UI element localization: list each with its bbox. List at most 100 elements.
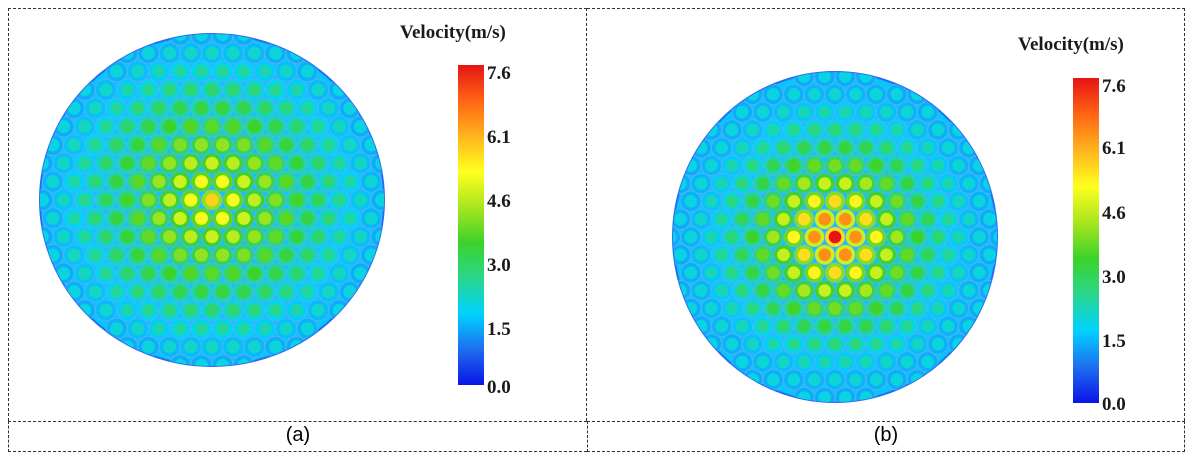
tube-core [931,195,945,208]
tube-core [900,284,914,297]
tube-core [756,248,770,262]
tube-core [797,177,811,190]
tube-core [674,177,687,190]
tube-core [766,159,780,172]
tube-core [163,46,177,60]
tube-core [88,285,102,299]
tube-core [797,391,811,402]
tube-core [332,303,346,317]
colorbar-a-tick-1.5: 1.5 [487,319,511,340]
tube-core [354,267,367,280]
tube-core [152,211,166,225]
tube-core [78,83,92,97]
tube-core [746,337,759,351]
tube-core [674,284,687,297]
tube-core [849,123,862,137]
tube-core [46,248,60,262]
tube-core [184,303,198,317]
tube-core [343,248,357,262]
tube-core [818,319,831,333]
tube-core [173,175,187,189]
tube-core [322,248,336,262]
tube-core [684,195,698,208]
tube-core [715,319,728,333]
tube-core [777,319,790,333]
tube-core [859,105,873,119]
tube-core [808,302,821,315]
tube-core [120,83,134,97]
tube-core [163,156,177,170]
tube-core [216,358,230,366]
tube-core [205,83,219,97]
tube-core [322,175,336,189]
tube-core [684,266,698,280]
velocity-contour-disk-a [39,33,385,367]
tube-core [787,266,801,280]
tube-core [972,195,986,208]
tube-core [808,373,821,387]
tube-core [67,248,81,262]
tube-core [942,284,955,297]
panel-a-frame [8,8,587,421]
tube-core [279,64,293,78]
tube-core [194,64,208,78]
tube-core [736,319,749,333]
tube-core [808,195,821,208]
tube-core [173,322,187,336]
tube-core [859,391,873,402]
tube-core [993,230,997,244]
panel-b-plot: Velocity(m/s) 7.6 6.1 4.6 3.0 1.5 0.0 [672,34,1126,415]
tube-core [880,355,893,369]
tube-core [300,211,314,225]
tube-core [67,285,81,299]
tube-core [141,340,155,354]
tube-core [237,101,251,115]
tube-core [152,285,166,299]
tube-core [247,230,261,244]
tube-core [921,355,934,369]
panel-b-caption: (b) [873,424,899,446]
tube-core [194,211,208,225]
tube-core [300,248,314,262]
tube-core [226,193,240,207]
tube-core [900,177,914,190]
tube-core [890,159,904,172]
tube-core [766,230,780,244]
tube-core [880,248,893,262]
tube-core [736,105,749,119]
tube-core [839,105,852,119]
tube-core [880,105,893,119]
tube-core [715,248,728,262]
tube-core [88,101,102,115]
tube-core [900,141,914,155]
tube-core [839,355,852,369]
tube-core [839,141,852,155]
tube-core [152,138,166,152]
tube-core [900,248,914,262]
tube-core [725,337,739,351]
tube-core [57,267,70,280]
tube-core [279,285,293,299]
tube-core [247,303,261,317]
tube-core [880,141,893,155]
tube-core [859,284,873,297]
tube-core [258,64,272,78]
tube-core [216,175,230,189]
colorbar-b-tick-3.0: 3.0 [1102,267,1126,288]
tube-core [942,212,955,226]
tube-core [57,230,70,244]
tube-core [354,230,367,244]
tube-core [869,195,883,208]
tube-core [694,284,708,297]
tube-core [216,322,230,336]
tube-core [110,138,124,152]
tube-core [890,123,904,137]
tube-core [216,64,230,78]
tube-core [269,267,283,280]
tube-core [839,72,852,83]
tube-core [962,212,976,226]
tube-core [194,248,208,262]
tube-core [279,248,293,262]
tube-core [921,284,934,297]
tube-core [674,248,687,262]
